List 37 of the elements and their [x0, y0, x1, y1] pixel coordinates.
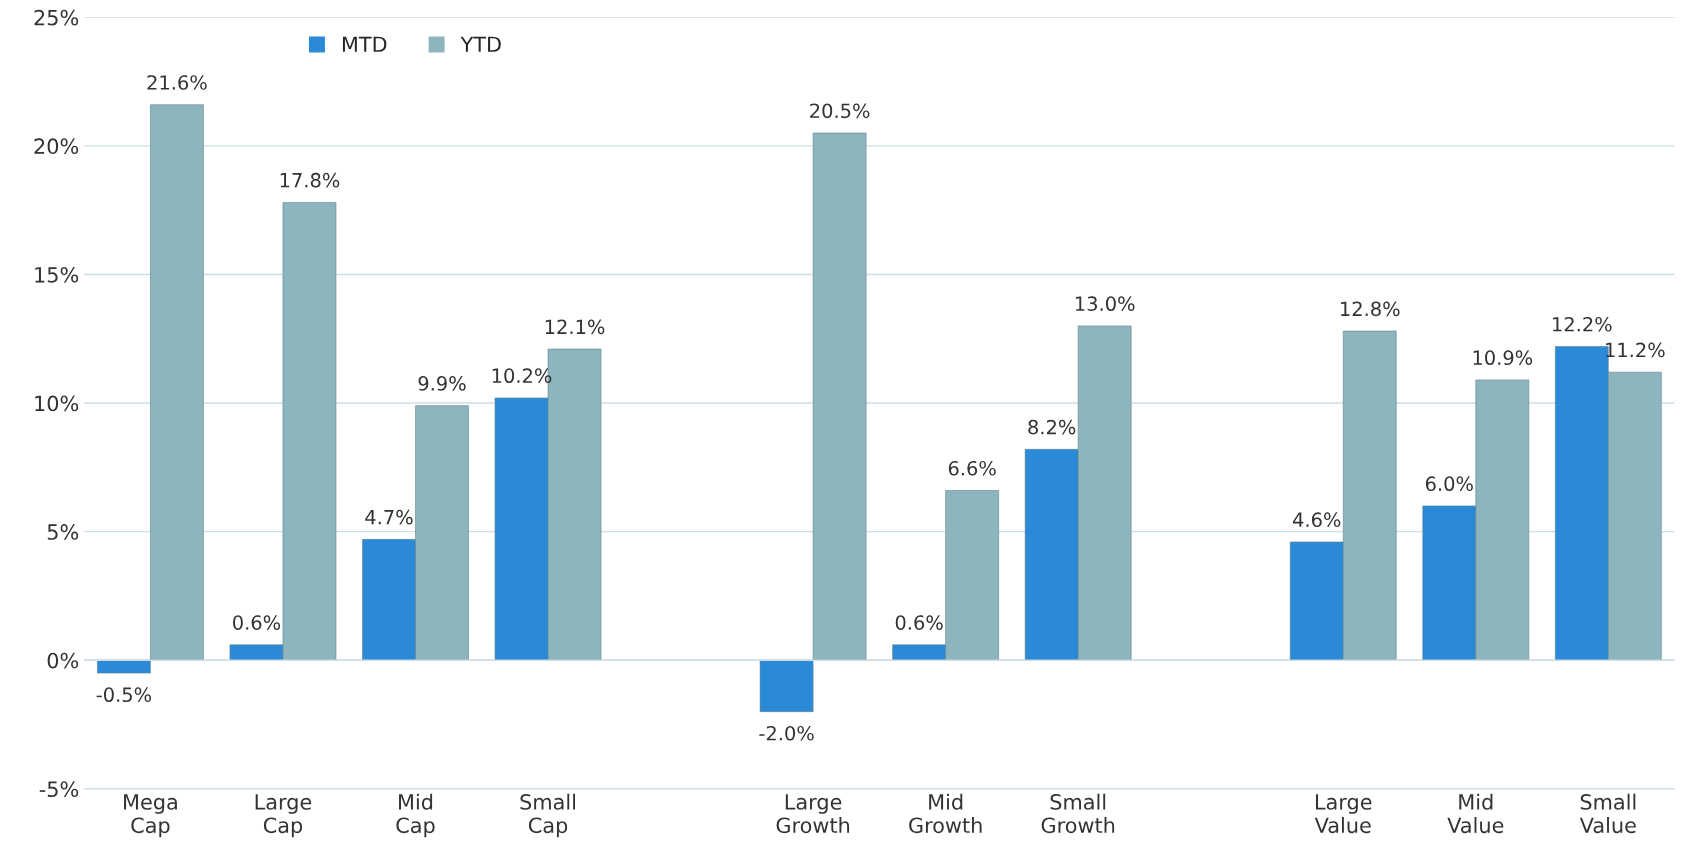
data-label: 12.1%	[545, 319, 605, 335]
x-tick-label: Small Value	[1579, 793, 1636, 834]
y-tick-label: 10%	[35, 395, 79, 412]
x-tick-label: Large Growth	[776, 794, 850, 834]
y-tick-label: 25%	[34, 9, 79, 26]
data-label: 21.6%	[147, 75, 207, 90]
data-label: -0.5%	[96, 687, 152, 703]
x-tick-label: Large Value	[1314, 794, 1372, 834]
legend-label: YTD	[460, 36, 501, 52]
y-tick-label: 5%	[47, 524, 79, 540]
y-tick-label: -5%	[39, 781, 79, 798]
y-tick-label: 0%	[47, 652, 79, 669]
data-label: 4.6%	[1292, 512, 1341, 528]
data-label: 8.2%	[1028, 419, 1076, 435]
data-label: -2.0%	[759, 725, 814, 741]
data-label: 0.6%	[895, 615, 943, 630]
x-tick-label: Small Growth	[1041, 793, 1115, 834]
data-label: 0.6%	[233, 615, 281, 630]
x-tick-label: Large Cap	[255, 794, 312, 838]
x-tick-label: Mega Cap	[124, 794, 177, 838]
data-label: 20.5%	[810, 103, 870, 119]
y-tick-label: 20%	[34, 138, 79, 155]
data-label: 6.0%	[1425, 476, 1473, 492]
x-tick-label: Mid Growth	[909, 793, 982, 834]
x-tick-label: Small Cap	[520, 793, 575, 838]
data-label: 13.0%	[1075, 296, 1135, 312]
data-label: 12.2%	[1553, 316, 1612, 332]
data-label: 17.8%	[280, 172, 340, 188]
data-label: 6.6%	[948, 460, 996, 476]
y-tick-label: 15%	[35, 266, 79, 283]
legend-label: MTD	[342, 36, 387, 52]
x-tick-label: Mid Cap	[396, 793, 435, 838]
data-label: 9.9%	[418, 376, 466, 391]
data-label: 12.8%	[1341, 301, 1400, 317]
x-tick-label: Mid Value	[1447, 793, 1504, 834]
data-label: 10.9%	[1473, 350, 1533, 366]
data-label: 4.7%	[365, 509, 413, 525]
